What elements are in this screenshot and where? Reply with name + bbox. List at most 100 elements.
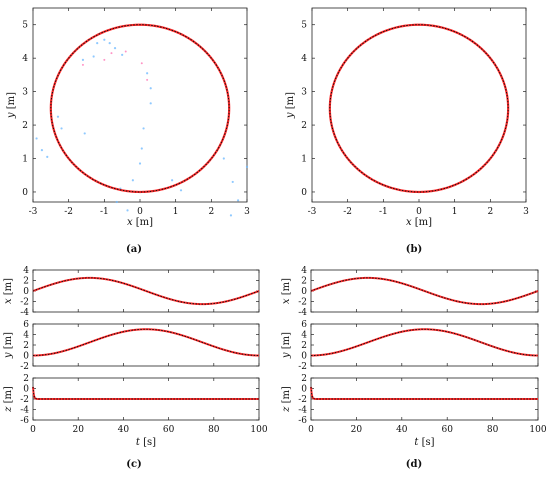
x-tick-label: -2 xyxy=(64,207,73,217)
scatter-point-pink xyxy=(81,63,84,66)
reference-signal-line xyxy=(310,386,538,400)
x-tick-label: -1 xyxy=(379,207,388,217)
y-tick-label: 2 xyxy=(301,341,307,351)
scatter-point-pink xyxy=(103,58,106,61)
scatter-point xyxy=(121,53,124,56)
y-tick-label: -4 xyxy=(298,406,307,416)
x-tick-label: 2 xyxy=(487,207,493,217)
y-axis-unit: [m] xyxy=(3,332,14,353)
y-tick-label: 0 xyxy=(23,287,29,297)
x-tick-label: -3 xyxy=(308,207,317,217)
scatter-point xyxy=(35,137,38,140)
scatter-point xyxy=(142,127,145,130)
x-tick-label: -1 xyxy=(100,207,109,217)
x-tick-label: 0 xyxy=(416,207,422,217)
y-tick-label: 1 xyxy=(22,155,28,165)
scatter-point xyxy=(108,42,111,45)
x-tick-label: 0 xyxy=(137,207,143,217)
reference-trajectory-line xyxy=(49,23,231,194)
y-tick-label: 0 xyxy=(23,352,29,362)
y-tick-label: 4 xyxy=(22,54,28,64)
y-tick-label: -6 xyxy=(20,416,29,426)
plot-frame xyxy=(311,7,527,203)
subplot-frame xyxy=(32,323,260,367)
x-axis-unit: [m] xyxy=(133,217,154,228)
y-tick-label: 0 xyxy=(22,188,28,198)
y-tick-label: -6 xyxy=(298,416,307,426)
x-tick-label: 3 xyxy=(523,207,529,217)
y-tick-label: 0 xyxy=(301,385,307,395)
scatter-point xyxy=(92,55,95,58)
x-tick-label: -3 xyxy=(29,207,38,217)
y-tick-label: 2 xyxy=(23,277,29,287)
scatter-point xyxy=(140,147,143,150)
actual-signal-line xyxy=(32,386,259,400)
y-axis-unit: [m] xyxy=(3,278,14,299)
y-axis-label: x [m] xyxy=(281,278,292,304)
scatter-point-pink xyxy=(140,62,143,65)
scatter-point xyxy=(236,199,240,202)
y-axis-unit: [m] xyxy=(6,92,17,113)
scatter-point xyxy=(56,115,60,118)
panel-caption: (c) xyxy=(126,459,142,470)
x-axis-var: x xyxy=(406,217,412,228)
scatter-point xyxy=(179,189,183,192)
y-axis-var: y xyxy=(6,112,17,119)
y-tick-label: 0 xyxy=(23,385,29,395)
x-axis-unit: [s] xyxy=(140,437,156,448)
scatter-point xyxy=(103,38,106,41)
y-tick-label: 0 xyxy=(301,188,307,198)
x-axis-var: x xyxy=(127,217,133,228)
y-tick-label: 2 xyxy=(23,341,29,351)
x-tick-label: 80 xyxy=(208,425,220,435)
scatter-point xyxy=(113,47,117,50)
x-tick-label: 0 xyxy=(30,425,36,435)
actual-signal-line xyxy=(310,277,539,305)
scatter-point xyxy=(115,200,118,204)
y-tick-label: 4 xyxy=(301,266,307,276)
panel-caption: (d) xyxy=(406,459,422,470)
y-tick-label: -2 xyxy=(298,298,307,308)
x-axis-label: x [m] xyxy=(406,217,432,228)
y-tick-label: -2 xyxy=(20,362,29,372)
x-tick-label: 100 xyxy=(250,425,267,435)
y-axis-unit: [m] xyxy=(281,278,292,299)
y-tick-label: -4 xyxy=(20,406,29,416)
scatter-point xyxy=(96,42,99,45)
scatter-point xyxy=(229,214,233,217)
y-axis-unit: [m] xyxy=(285,92,296,113)
x-axis-label: x [m] xyxy=(127,217,153,228)
y-tick-label: 1 xyxy=(301,155,307,165)
y-axis-var: x xyxy=(281,298,292,304)
y-axis-label: y [m] xyxy=(281,332,292,359)
x-tick-label: 1 xyxy=(173,207,179,217)
y-axis-var: y xyxy=(3,352,14,359)
panel-caption: (b) xyxy=(406,244,422,255)
y-tick-label: 2 xyxy=(23,374,29,384)
y-tick-label: 5 xyxy=(22,21,28,31)
reference-signal-line xyxy=(32,386,259,400)
y-axis-var: y xyxy=(285,112,296,119)
scatter-point xyxy=(81,58,85,61)
reference-signal-line xyxy=(32,276,260,306)
y-axis-unit: [m] xyxy=(281,386,292,407)
y-axis-label: y [m] xyxy=(3,332,14,359)
y-tick-label: 4 xyxy=(301,54,307,64)
y-axis-label: x [m] xyxy=(3,278,14,304)
reference-signal-line xyxy=(311,328,538,357)
x-tick-label: 40 xyxy=(118,425,130,435)
scatter-point xyxy=(231,180,234,184)
x-tick-label: 20 xyxy=(72,425,84,435)
actual-signal-line xyxy=(310,386,538,400)
scatter-point-pink xyxy=(124,50,127,53)
x-axis-unit: [m] xyxy=(412,217,433,228)
y-axis-var: z xyxy=(3,406,14,413)
x-tick-label: -2 xyxy=(343,207,352,217)
scatter-point xyxy=(222,157,225,160)
y-tick-label: -2 xyxy=(298,362,307,372)
